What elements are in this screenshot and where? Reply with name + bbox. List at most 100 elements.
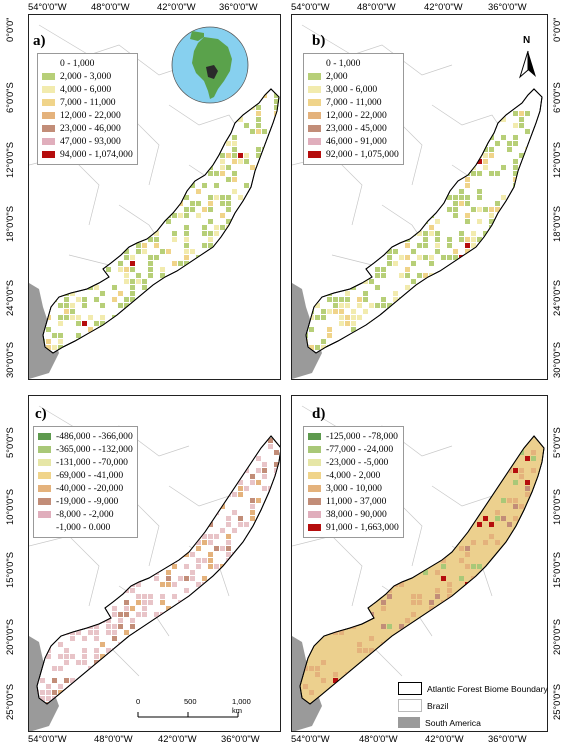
grid-cell <box>483 492 488 497</box>
grid-cell <box>256 624 261 629</box>
legend-row: 4,000 - 6,000 <box>42 83 133 96</box>
grid-cell <box>142 468 147 473</box>
grid-cell <box>507 297 512 302</box>
grid-cell <box>274 75 279 80</box>
grid-cell <box>495 303 500 308</box>
grid-cell <box>208 357 213 362</box>
grid-cell <box>58 582 63 587</box>
legend-swatch <box>42 99 55 106</box>
grid-cell <box>543 534 544 539</box>
grid-cell <box>256 219 261 224</box>
grid-cell <box>148 540 153 545</box>
grid-cell <box>172 540 177 545</box>
grid-cell <box>357 171 362 176</box>
grid-cell <box>124 231 129 236</box>
grid-cell <box>525 436 530 437</box>
grid-cell <box>64 315 69 320</box>
grid-cell <box>40 564 45 569</box>
grid-cell <box>100 243 105 248</box>
grid-cell <box>483 303 488 308</box>
grid-cell <box>76 171 81 176</box>
grid-cell <box>339 189 344 194</box>
grid-cell <box>214 546 219 551</box>
grid-cell <box>471 672 476 677</box>
grid-cell <box>142 99 147 104</box>
grid-cell <box>441 195 446 200</box>
grid-cell <box>226 648 231 653</box>
grid-cell <box>142 345 147 350</box>
grid-cell <box>124 195 129 200</box>
grid-cell <box>525 261 530 266</box>
grid-cell <box>136 570 141 575</box>
grid-cell <box>106 351 111 353</box>
grid-cell <box>43 225 45 230</box>
grid-cell <box>274 285 279 290</box>
grid-cell <box>124 225 129 230</box>
grid-cell <box>160 492 165 497</box>
grid-cell <box>208 171 213 176</box>
legend-swatch <box>42 138 55 145</box>
grid-cell <box>190 474 195 479</box>
grid-cell <box>130 606 135 611</box>
lon-tick-bottom-c-3: 42°0'0"W <box>158 733 197 744</box>
grid-cell <box>154 75 159 80</box>
grid-cell <box>519 219 524 224</box>
grid-cell <box>321 339 326 344</box>
grid-cell <box>501 225 506 230</box>
grid-cell <box>471 426 476 431</box>
grid-cell <box>232 564 237 569</box>
grid-cell <box>459 267 464 272</box>
grid-cell <box>100 582 105 587</box>
grid-cell <box>148 504 153 509</box>
grid-cell <box>154 630 159 635</box>
grid-cell <box>363 333 368 338</box>
grid-cell <box>124 315 129 320</box>
grid-cell <box>543 105 547 110</box>
grid-cell <box>214 231 219 236</box>
grid-cell <box>411 528 416 533</box>
grid-cell <box>453 63 458 68</box>
legend-label: 23,000 - 46,000 <box>60 123 121 134</box>
grid-cell <box>256 690 261 695</box>
grid-cell <box>208 219 213 224</box>
grid-cell <box>196 351 201 353</box>
grid-cell <box>232 279 237 284</box>
globe-central-america <box>190 31 204 41</box>
grid-cell <box>208 195 213 200</box>
grid-cell <box>393 261 398 266</box>
grid-cell <box>489 123 494 128</box>
grid-cell <box>447 93 452 98</box>
grid-cell <box>70 219 75 224</box>
grid-cell <box>525 207 530 212</box>
grid-cell <box>220 600 225 605</box>
grid-cell <box>297 129 302 134</box>
grid-cell <box>70 564 75 569</box>
grid-cell <box>172 444 177 449</box>
grid-cell <box>256 606 261 611</box>
grid-cell <box>142 528 147 533</box>
grid-cell <box>315 624 320 629</box>
grid-cell <box>483 672 488 677</box>
grid-cell <box>148 75 153 80</box>
grid-cell <box>52 165 57 170</box>
grid-cell <box>363 297 368 302</box>
grid-cell <box>178 327 183 332</box>
grid-cell <box>274 99 279 104</box>
grid-cell <box>447 177 452 182</box>
grid-cell <box>429 183 434 188</box>
grid-cell <box>112 612 117 617</box>
grid-cell <box>160 594 165 599</box>
grid-cell <box>148 99 153 104</box>
grid-cell <box>154 201 159 206</box>
grid-cell <box>381 684 386 689</box>
grid-cell <box>70 285 75 290</box>
grid-cell <box>148 498 153 503</box>
grid-cell <box>537 576 542 581</box>
grid-cell <box>184 636 189 641</box>
legend-row: -69,000 - -41,000 <box>38 469 133 482</box>
grid-cell <box>154 213 159 218</box>
grid-cell <box>46 684 51 689</box>
grid-cell <box>465 297 470 302</box>
grid-cell <box>519 321 524 326</box>
grid-cell <box>238 558 243 563</box>
